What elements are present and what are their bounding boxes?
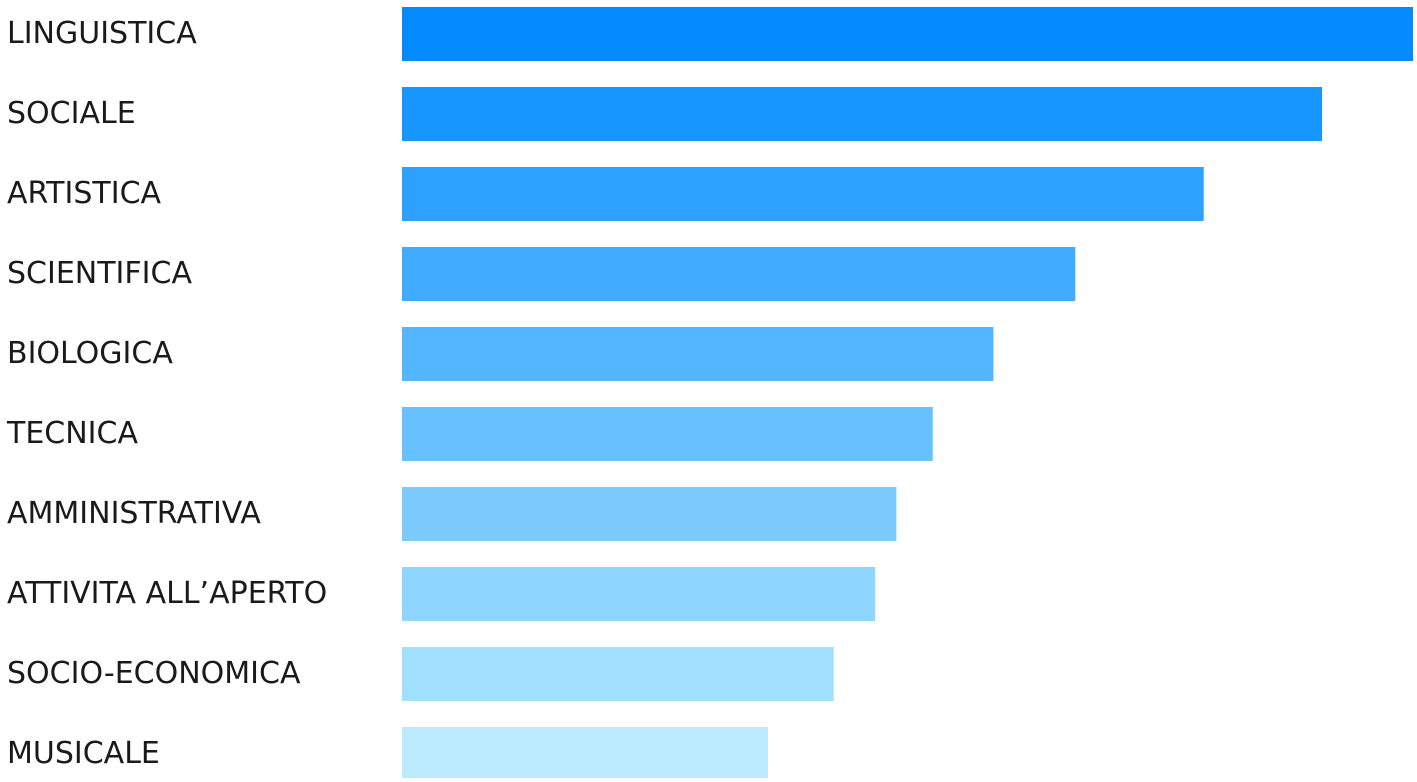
category-label: MUSICALE <box>7 736 160 771</box>
category-label: SOCIO-ECONOMICA <box>7 656 301 691</box>
bar-3 <box>402 247 1076 301</box>
bar-8 <box>402 647 834 701</box>
category-label: LINGUISTICA <box>7 16 197 51</box>
category-label: BIOLOGICA <box>7 336 173 371</box>
category-label: ARTISTICA <box>7 176 162 211</box>
category-label: SCIENTIFICA <box>7 256 192 291</box>
category-label: TECNICA <box>7 416 138 451</box>
bar-1 <box>402 87 1323 141</box>
bar-2 <box>402 167 1204 221</box>
bar-0 <box>402 7 1413 61</box>
bar-5 <box>402 407 933 461</box>
bar-7 <box>402 567 876 621</box>
bar-9 <box>402 727 768 781</box>
bar-4 <box>402 327 994 381</box>
category-label: ATTIVITA ALL’APERTO <box>7 576 328 611</box>
bar-6 <box>402 487 897 541</box>
category-label: AMMINISTRATIVA <box>7 496 261 531</box>
category-label: SOCIALE <box>7 96 136 131</box>
